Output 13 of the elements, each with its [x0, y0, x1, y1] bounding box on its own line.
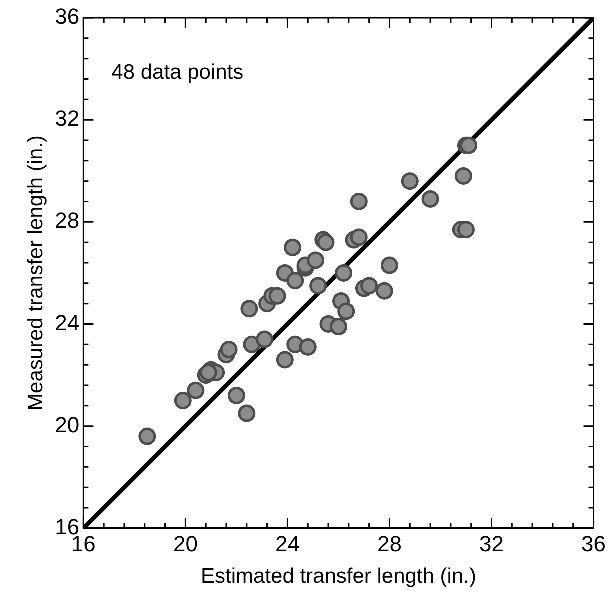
- x-tick-label: 28: [377, 532, 402, 557]
- y-tick-label: 28: [55, 208, 80, 234]
- x-tick-label: 24: [275, 532, 300, 557]
- y-axis-title: Measured transfer length (in.): [24, 135, 48, 411]
- y-tick-label: 24: [55, 310, 80, 336]
- y-tick-label: 32: [55, 106, 80, 132]
- x-axis-title: Estimated transfer length (in.): [200, 565, 476, 588]
- x-tick-label: 36: [582, 532, 606, 557]
- y-tick-label: 20: [55, 412, 80, 438]
- y-tick-label: 36: [55, 4, 80, 30]
- x-tick-label: 20: [173, 532, 198, 557]
- annotation: 48 data points: [112, 60, 244, 84]
- x-tick-label: 32: [480, 532, 504, 557]
